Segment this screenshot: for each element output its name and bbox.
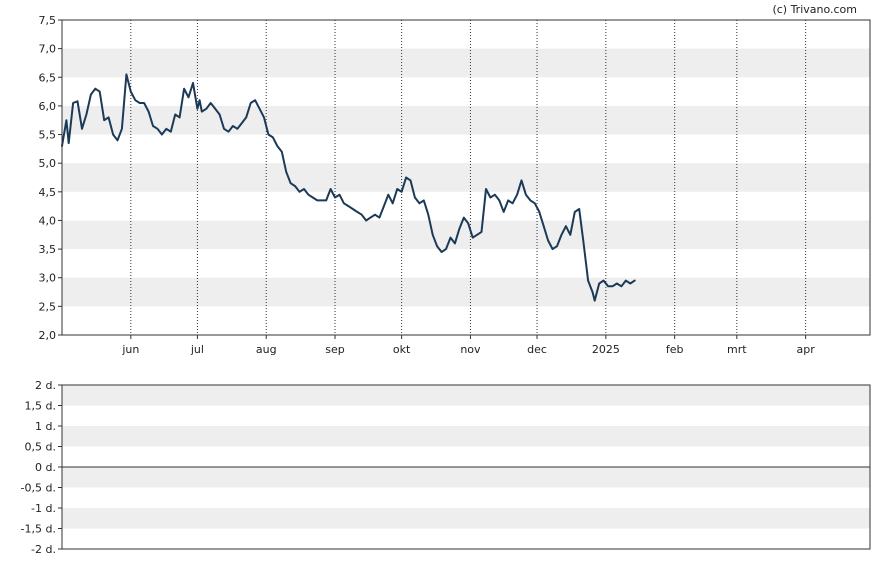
y-tick-label: 1 d. bbox=[35, 420, 56, 433]
x-tick-label: okt bbox=[393, 343, 411, 356]
y-tick-label: 2,5 bbox=[39, 300, 57, 313]
y-tick-label: 3,0 bbox=[39, 272, 57, 285]
y-tick-label: 3,5 bbox=[39, 243, 57, 256]
y-band bbox=[62, 105, 870, 135]
y-tick-label: -1 d. bbox=[31, 502, 56, 515]
y-band bbox=[62, 48, 870, 78]
y-tick-label: 4,0 bbox=[39, 214, 57, 227]
y-tick-label: 1,5 d. bbox=[25, 400, 56, 413]
price-series-line bbox=[61, 73, 636, 302]
y-tick-label: 0 d. bbox=[35, 461, 56, 474]
credit-text: (c) Trivano.com bbox=[772, 3, 857, 16]
y-tick-label: 6,0 bbox=[39, 100, 57, 113]
y-tick-label: -1,5 d. bbox=[21, 523, 56, 536]
y-tick-label: -0,5 d. bbox=[21, 482, 56, 495]
y-band bbox=[62, 220, 870, 250]
y-band bbox=[62, 426, 870, 447]
y-tick-label: 6,5 bbox=[39, 71, 57, 84]
y-tick-label: 5,0 bbox=[39, 157, 57, 170]
y-tick-label: 0,5 d. bbox=[25, 441, 56, 454]
y-tick-label: 7,0 bbox=[39, 43, 57, 56]
y-band bbox=[62, 467, 870, 488]
x-tick-label: jun bbox=[121, 343, 139, 356]
y-band bbox=[62, 163, 870, 192]
price-chart: jun jul aug sep okt nov dec 2025 feb mrt apr 7,5 7,0… bbox=[39, 14, 871, 356]
y-tick-label: -2 d. bbox=[31, 543, 56, 556]
x-tick-label: apr bbox=[797, 343, 816, 356]
y-tick-label: 7,5 bbox=[39, 14, 57, 27]
x-tick-label: feb bbox=[666, 343, 684, 356]
x-tick-label: sep bbox=[325, 343, 344, 356]
y-tick-label: 2,0 bbox=[39, 329, 57, 342]
plot-frame bbox=[61, 384, 871, 550]
y-band bbox=[62, 385, 870, 406]
x-tick-label: 2025 bbox=[592, 343, 620, 356]
y-tick-label: 5,5 bbox=[39, 129, 57, 142]
x-tick-label: mrt bbox=[727, 343, 747, 356]
x-tick-label: nov bbox=[460, 343, 481, 356]
y-band bbox=[62, 277, 870, 307]
plot-frame bbox=[61, 19, 871, 336]
y-tick-label: 2 d. bbox=[35, 379, 56, 392]
y-band bbox=[62, 508, 870, 529]
x-tick-label: aug bbox=[256, 343, 277, 356]
y-tick-label: 4,5 bbox=[39, 186, 57, 199]
x-tick-label: jul bbox=[190, 343, 204, 356]
x-tick-label: dec bbox=[527, 343, 547, 356]
lower-indicator-chart: 2 d. 1,5 d. 1 d. 0,5 d. 0 d. -0,5 d. -1 d. -1,5… bbox=[21, 379, 871, 556]
